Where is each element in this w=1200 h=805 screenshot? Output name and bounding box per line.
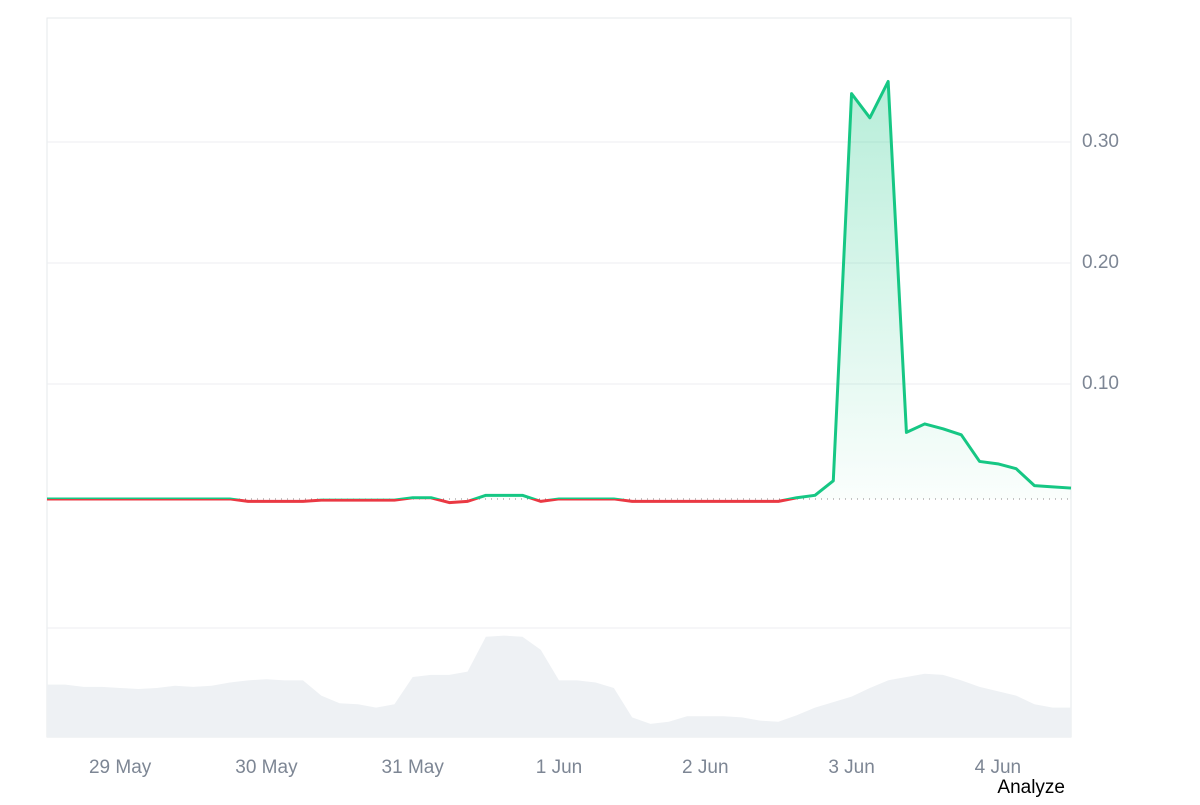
y-tick-label: 0.20 <box>1082 252 1119 273</box>
x-tick-label: 4 Jun <box>975 757 1021 778</box>
x-tick-label: 30 May <box>235 757 298 778</box>
volume-area <box>47 635 1071 737</box>
x-tick-label: 31 May <box>382 757 445 778</box>
x-tick-label: 3 Jun <box>828 757 874 778</box>
x-tick-label: 2 Jun <box>682 757 728 778</box>
x-tick-label: 29 May <box>89 757 152 778</box>
y-tick-label: 0.10 <box>1082 373 1119 394</box>
plot-frame <box>46 17 1072 738</box>
price-line <box>47 80 1072 505</box>
x-tick-label: 1 Jun <box>536 757 582 778</box>
y-tick-label: 0.30 <box>1082 131 1119 152</box>
analyze-button[interactable]: Analyze <box>997 777 1065 798</box>
price-area <box>47 81 1071 499</box>
